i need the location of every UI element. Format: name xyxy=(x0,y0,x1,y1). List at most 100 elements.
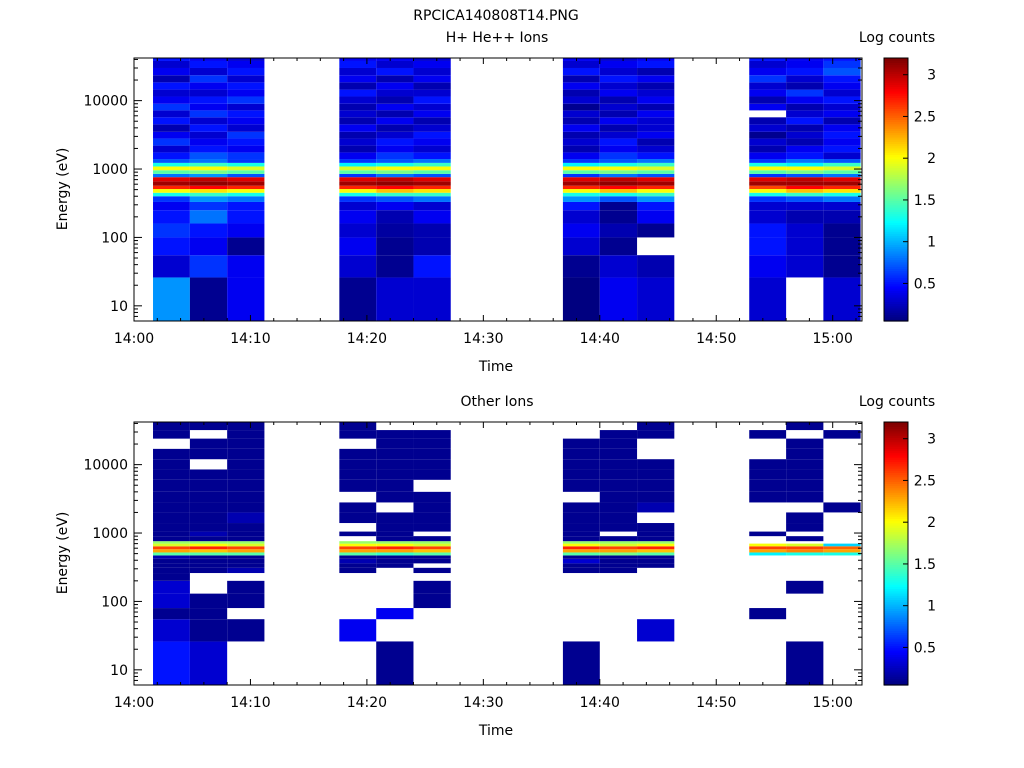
cell-19-2 xyxy=(227,138,265,146)
cell-4-9 xyxy=(749,210,787,224)
cell-17-3 xyxy=(339,152,377,160)
cell-15-7 xyxy=(599,536,638,542)
cell-31-5 xyxy=(413,58,451,61)
cell-23-3 xyxy=(339,110,377,118)
cell-11-11 xyxy=(823,177,861,182)
cell-4-2 xyxy=(227,580,265,594)
colorbar-segment xyxy=(884,564,908,568)
colorbar-segment xyxy=(884,66,908,70)
colorbar-tick-label: 0.5 xyxy=(914,640,936,656)
y-tick-label: 10000 xyxy=(83,94,128,110)
cell-31-1 xyxy=(189,58,228,61)
cell-10-11 xyxy=(823,181,861,186)
cell-6-0 xyxy=(153,196,190,202)
colorbar-segment xyxy=(884,531,908,535)
colorbar-segment xyxy=(884,514,908,517)
cell-21-1 xyxy=(189,479,228,492)
cell-8-7 xyxy=(599,189,638,193)
x-tick-label: 14:50 xyxy=(696,695,736,711)
cell-13-11 xyxy=(823,543,861,547)
cell-27-10 xyxy=(786,82,824,90)
cell-17-2 xyxy=(227,523,265,532)
cell-11-2 xyxy=(227,549,265,553)
colorbar-segment xyxy=(884,60,908,63)
x-tick-label: 14:10 xyxy=(230,331,270,347)
cell-20-3 xyxy=(339,131,377,139)
colorbar-segment xyxy=(884,656,908,660)
colorbar-segment xyxy=(884,58,908,61)
colorbar-segment xyxy=(884,645,908,649)
cell-30-5 xyxy=(413,60,451,68)
colorbar-segment xyxy=(884,592,908,596)
cell-10-1 xyxy=(189,181,228,186)
cell-5-7 xyxy=(599,201,638,211)
colorbar-segment xyxy=(884,638,908,642)
cell-6-3 xyxy=(339,196,377,202)
cell-30-7 xyxy=(599,60,638,68)
cell-9-7 xyxy=(599,185,638,190)
cell-3-1 xyxy=(189,223,228,238)
cell-23-8 xyxy=(637,110,675,118)
colorbar-segment xyxy=(884,520,908,524)
cell-13-3 xyxy=(339,170,377,174)
cell-31-4 xyxy=(376,58,414,61)
cell-26-0 xyxy=(153,430,190,439)
cell-13-4 xyxy=(376,170,414,174)
cell-10-7 xyxy=(599,552,638,556)
cell-15-5 xyxy=(413,162,451,167)
cell-7-2 xyxy=(227,563,265,568)
colorbar-segment xyxy=(884,625,908,629)
cell-4-10 xyxy=(786,210,824,224)
colorbar-segment xyxy=(884,494,908,498)
x-tick-label: 14:00 xyxy=(114,331,154,347)
colorbar-segment xyxy=(884,281,908,285)
colorbar-segment xyxy=(884,649,908,653)
cell-4-7 xyxy=(599,210,638,224)
cell-18-1 xyxy=(189,512,228,524)
colorbar-segment xyxy=(884,608,908,612)
cell-16-3 xyxy=(339,159,377,163)
cell-26-5 xyxy=(413,430,451,439)
cell-10-9 xyxy=(749,181,787,186)
cell-30-6 xyxy=(562,60,600,68)
cell-15-10 xyxy=(786,536,824,542)
cell-26-8 xyxy=(637,430,675,439)
cell-3-2 xyxy=(227,223,265,238)
cell-1-7 xyxy=(599,255,638,278)
cell-11-0 xyxy=(153,177,190,182)
cell-9-0 xyxy=(153,555,190,559)
colorbar-segment xyxy=(884,239,908,243)
cell-8-0 xyxy=(153,558,190,564)
colorbar-tick-label: 3 xyxy=(927,432,936,448)
cell-6-4 xyxy=(376,196,414,202)
cell-21-2 xyxy=(227,124,265,132)
colorbar-segment xyxy=(884,674,908,677)
cell-23-4 xyxy=(376,459,414,470)
cell-12-9 xyxy=(749,546,787,550)
colorbar-segment xyxy=(884,568,908,572)
cell-21-10 xyxy=(786,124,824,132)
colorbar-segment xyxy=(884,465,908,469)
cell-20-1 xyxy=(189,131,228,139)
colorbar-segment xyxy=(884,500,908,504)
colorbar-segment xyxy=(884,139,908,142)
cell-14-3 xyxy=(339,166,377,171)
cell-15-6 xyxy=(562,536,600,542)
cell-9-10 xyxy=(786,185,824,190)
cell-2-2 xyxy=(227,237,265,256)
cell-15-10 xyxy=(786,162,824,167)
colorbar-segment xyxy=(884,136,908,140)
cell-22-3 xyxy=(339,469,377,480)
cell-3-8 xyxy=(637,223,675,238)
cell-30-8 xyxy=(637,60,675,68)
colorbar-segment xyxy=(884,224,908,228)
colorbar-segment xyxy=(884,270,908,274)
colorbar-segment xyxy=(884,450,908,454)
colorbar-segment xyxy=(884,250,908,254)
cell-18-4 xyxy=(376,145,414,153)
cell-31-9 xyxy=(749,58,787,61)
cell-24-7 xyxy=(599,103,638,111)
y-axis-h-he: 10 100 1000 10000 xyxy=(83,58,862,322)
cell-28-9 xyxy=(749,75,787,83)
cell-7-5 xyxy=(413,192,451,197)
